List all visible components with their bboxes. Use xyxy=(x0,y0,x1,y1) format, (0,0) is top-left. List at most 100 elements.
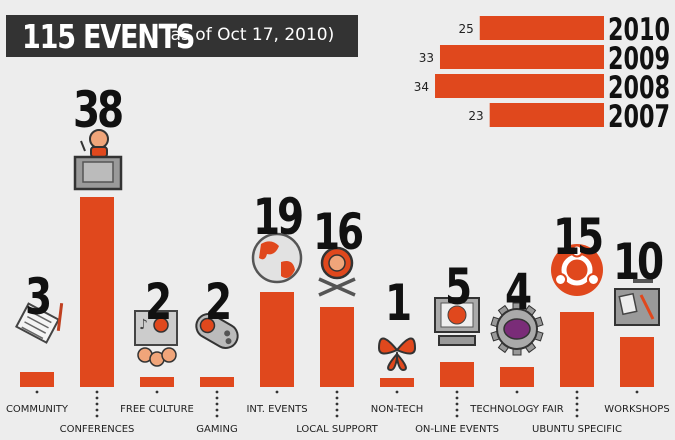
notepad-icon xyxy=(15,302,64,344)
bar-technology-fair xyxy=(500,367,534,387)
category-label: WORKSHOPS xyxy=(604,404,669,415)
connector-dot xyxy=(95,414,99,418)
year-bar-group: 25 2010 xyxy=(458,12,670,48)
year-bar-group: 34 2008 xyxy=(414,70,670,106)
category-label: ON-LINE EVENTS xyxy=(415,424,499,435)
category-label: NON-TECH xyxy=(371,404,423,415)
connector-dot xyxy=(455,390,459,394)
connector-dot xyxy=(275,390,279,394)
category-label: CONFERENCES xyxy=(60,424,135,435)
year-bar-2008 xyxy=(435,74,604,98)
connector-dot xyxy=(575,402,579,406)
category-label: LOCAL SUPPORT xyxy=(296,424,378,435)
connector-dot xyxy=(515,390,519,394)
bar-group: 15 UBUNTU SPECIFIC xyxy=(532,207,622,435)
connector-dot xyxy=(335,396,339,400)
connector-dot xyxy=(335,414,339,418)
connector-dot xyxy=(335,402,339,406)
year-label: 2010 xyxy=(608,12,670,48)
connector-dot xyxy=(455,408,459,412)
connector-dot xyxy=(455,402,459,406)
connector-dot xyxy=(575,396,579,400)
year-value-label: 25 xyxy=(458,22,473,36)
computer-globe-icon xyxy=(434,297,480,346)
category-label: COMMUNITY xyxy=(6,404,69,415)
category-label: FREE CULTURE xyxy=(120,404,194,415)
data-label: 1 xyxy=(385,273,410,332)
gear-icon xyxy=(490,302,544,356)
connector-dot xyxy=(635,390,639,394)
bar-group: ♪2 FREE CULTURE xyxy=(120,272,194,415)
bar-group: 5 ON-LINE EVENTS xyxy=(415,257,499,435)
category-label: TECHNOLOGY FAIR xyxy=(469,404,564,415)
globe-icon xyxy=(251,232,303,284)
bar-group: 16 LOCAL SUPPORT xyxy=(296,202,378,435)
data-label: 4 xyxy=(505,262,531,321)
connector-dot xyxy=(155,390,159,394)
connector-dot xyxy=(455,414,459,418)
connector-dot xyxy=(215,390,219,394)
chart-subtitle: (as of Oct 17, 2010) xyxy=(164,25,335,45)
bar-group: 38 CONFERENCES xyxy=(60,80,135,435)
data-label: 2 xyxy=(205,272,229,331)
bar-group: 1 NON-TECH xyxy=(371,273,423,415)
support-person-icon xyxy=(318,246,356,297)
connector-dot xyxy=(395,390,399,394)
podium-speaker-icon xyxy=(73,129,123,191)
bar-group: 3 COMMUNITY xyxy=(6,267,69,415)
data-label: 16 xyxy=(313,202,362,261)
year-bar-2007 xyxy=(489,103,604,127)
year-bar-2010 xyxy=(479,16,604,40)
connector-dot xyxy=(215,402,219,406)
people-media-icon: ♪ xyxy=(134,310,178,367)
connector-dot xyxy=(575,414,579,418)
connector-dot xyxy=(455,396,459,400)
bar-non-tech xyxy=(380,378,414,387)
connector-dot xyxy=(95,396,99,400)
year-label: 2007 xyxy=(608,99,670,135)
year-label: 2008 xyxy=(608,70,670,106)
year-value-label: 34 xyxy=(414,80,429,94)
data-label: 38 xyxy=(73,80,122,139)
year-value-label: 33 xyxy=(419,51,434,65)
bar-group: 2 GAMING xyxy=(195,272,239,435)
year-bar-group: 23 2007 xyxy=(468,99,670,135)
connector-dot xyxy=(575,408,579,412)
data-label: 3 xyxy=(25,267,49,326)
bar-group: 4 TECHNOLOGY FAIR xyxy=(469,262,564,415)
bar-local-support xyxy=(320,307,354,387)
bar-workshops xyxy=(620,337,654,387)
bar-gaming xyxy=(200,377,234,387)
bar-community xyxy=(20,372,54,387)
data-label: 15 xyxy=(553,207,602,266)
category-label: UBUNTU SPECIFIC xyxy=(532,424,622,435)
gamepad-icon xyxy=(195,313,239,349)
connector-dot xyxy=(95,390,99,394)
connector-dot xyxy=(575,390,579,394)
connector-dot xyxy=(95,408,99,412)
year-label: 2009 xyxy=(608,41,670,77)
bar-group: 10 WORKSHOPS xyxy=(604,232,669,415)
bar-ubuntu-specific xyxy=(560,312,594,387)
connector-dot xyxy=(35,390,39,394)
year-bar-2009 xyxy=(439,45,604,69)
year-value-label: 23 xyxy=(468,109,483,123)
connector-dot xyxy=(335,390,339,394)
ubuntu-logo-icon xyxy=(551,244,603,296)
data-label: 5 xyxy=(445,257,470,316)
category-label: GAMING xyxy=(196,424,237,435)
bar-group: 19 INT. EVENTS xyxy=(246,187,307,415)
data-label: 19 xyxy=(253,187,302,246)
year-bar-group: 33 2009 xyxy=(419,41,670,77)
data-label: 10 xyxy=(613,232,663,291)
connector-dot xyxy=(215,396,219,400)
bar-on-line-events xyxy=(440,362,474,387)
connector-dot xyxy=(215,414,219,418)
svg-text:♪: ♪ xyxy=(139,317,148,333)
butterfly-icon xyxy=(377,337,417,372)
workshop-tools-icon xyxy=(614,279,660,326)
title-banner: 115 EVENTS (as of Oct 17, 2010) xyxy=(6,15,358,57)
bar-int-events xyxy=(260,292,294,387)
category-label: INT. EVENTS xyxy=(246,404,307,415)
